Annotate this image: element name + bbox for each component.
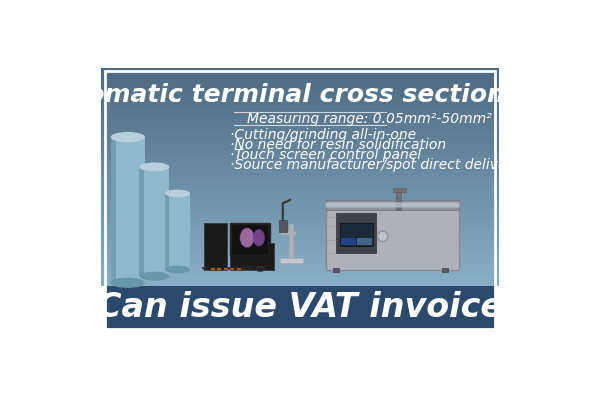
Bar [101, 204, 499, 210]
Bar [101, 78, 499, 84]
Ellipse shape [241, 228, 254, 247]
Ellipse shape [110, 132, 145, 142]
Text: ·Cutting/grinding all-in-one: ·Cutting/grinding all-in-one [230, 128, 416, 142]
Bar [165, 193, 190, 270]
Bar [101, 111, 499, 117]
Bar [357, 238, 371, 245]
Bar [211, 268, 215, 270]
Text: Fully automatic terminal cross section analyzer: Fully automatic terminal cross section a… [0, 83, 600, 107]
Bar [101, 242, 499, 248]
Bar [101, 144, 499, 150]
Bar [101, 160, 499, 166]
Bar [101, 128, 499, 133]
Bar [230, 243, 274, 270]
Ellipse shape [165, 190, 190, 197]
Ellipse shape [139, 162, 169, 171]
Bar [281, 231, 295, 234]
Bar [101, 100, 499, 106]
Bar [101, 106, 499, 111]
Bar [101, 259, 499, 264]
Bar [101, 264, 499, 270]
Bar [110, 137, 145, 283]
Bar [280, 258, 304, 263]
Bar [101, 171, 499, 177]
Bar [442, 268, 449, 273]
Bar [101, 73, 499, 78]
Ellipse shape [110, 278, 145, 288]
Text: ·No need for resin solidification: ·No need for resin solidification [230, 138, 446, 152]
Bar [101, 270, 499, 275]
Bar [101, 122, 499, 128]
Ellipse shape [139, 272, 169, 281]
Ellipse shape [254, 230, 264, 246]
Text: Can issue VAT invoice: Can issue VAT invoice [97, 292, 503, 324]
Bar [279, 220, 287, 232]
Bar [101, 226, 499, 232]
Bar [101, 150, 499, 155]
Polygon shape [139, 167, 144, 276]
Bar [392, 188, 406, 192]
Bar [101, 232, 499, 237]
Text: Measuring range: 0.05mm²-50mm²: Measuring range: 0.05mm²-50mm² [247, 112, 492, 126]
Bar [101, 193, 499, 199]
Bar [217, 268, 221, 270]
Bar [326, 200, 459, 210]
Circle shape [377, 231, 388, 242]
Ellipse shape [256, 266, 264, 271]
Text: ·Touch screen control panel: ·Touch screen control panel [230, 148, 422, 162]
Bar [341, 238, 356, 245]
Bar [101, 133, 499, 138]
Bar [101, 281, 499, 286]
Bar [101, 182, 499, 188]
Bar [232, 225, 268, 254]
Bar [101, 199, 499, 204]
Bar [333, 268, 340, 273]
Bar [101, 215, 499, 220]
Bar [101, 220, 499, 226]
Bar [101, 84, 499, 90]
Bar [101, 138, 499, 144]
Bar [101, 177, 499, 182]
Bar [101, 155, 499, 160]
Bar [326, 203, 459, 270]
Bar [237, 268, 241, 270]
FancyBboxPatch shape [326, 203, 460, 207]
Polygon shape [101, 68, 499, 286]
Bar [101, 68, 499, 73]
Bar [224, 268, 228, 270]
Text: ·Source manufacturer/spot direct delivery: ·Source manufacturer/spot direct deliver… [230, 158, 521, 172]
Bar [101, 95, 499, 100]
Bar [101, 117, 499, 122]
Ellipse shape [165, 266, 190, 273]
Bar [239, 267, 253, 270]
Bar [340, 223, 373, 246]
Bar [230, 223, 270, 256]
Polygon shape [110, 137, 116, 283]
Bar [204, 223, 227, 270]
Bar [101, 210, 499, 215]
Bar [101, 237, 499, 242]
Bar [101, 253, 499, 259]
Bar [101, 248, 499, 253]
Bar [101, 188, 499, 193]
Bar [244, 256, 247, 270]
Bar [289, 224, 293, 258]
Bar [101, 275, 499, 281]
Polygon shape [202, 268, 253, 270]
Bar [101, 166, 499, 171]
Polygon shape [165, 193, 169, 270]
Bar [337, 213, 376, 253]
Bar [396, 190, 401, 210]
Bar [230, 268, 235, 270]
Bar [139, 167, 169, 276]
Bar [104, 286, 496, 329]
Bar [101, 90, 499, 95]
